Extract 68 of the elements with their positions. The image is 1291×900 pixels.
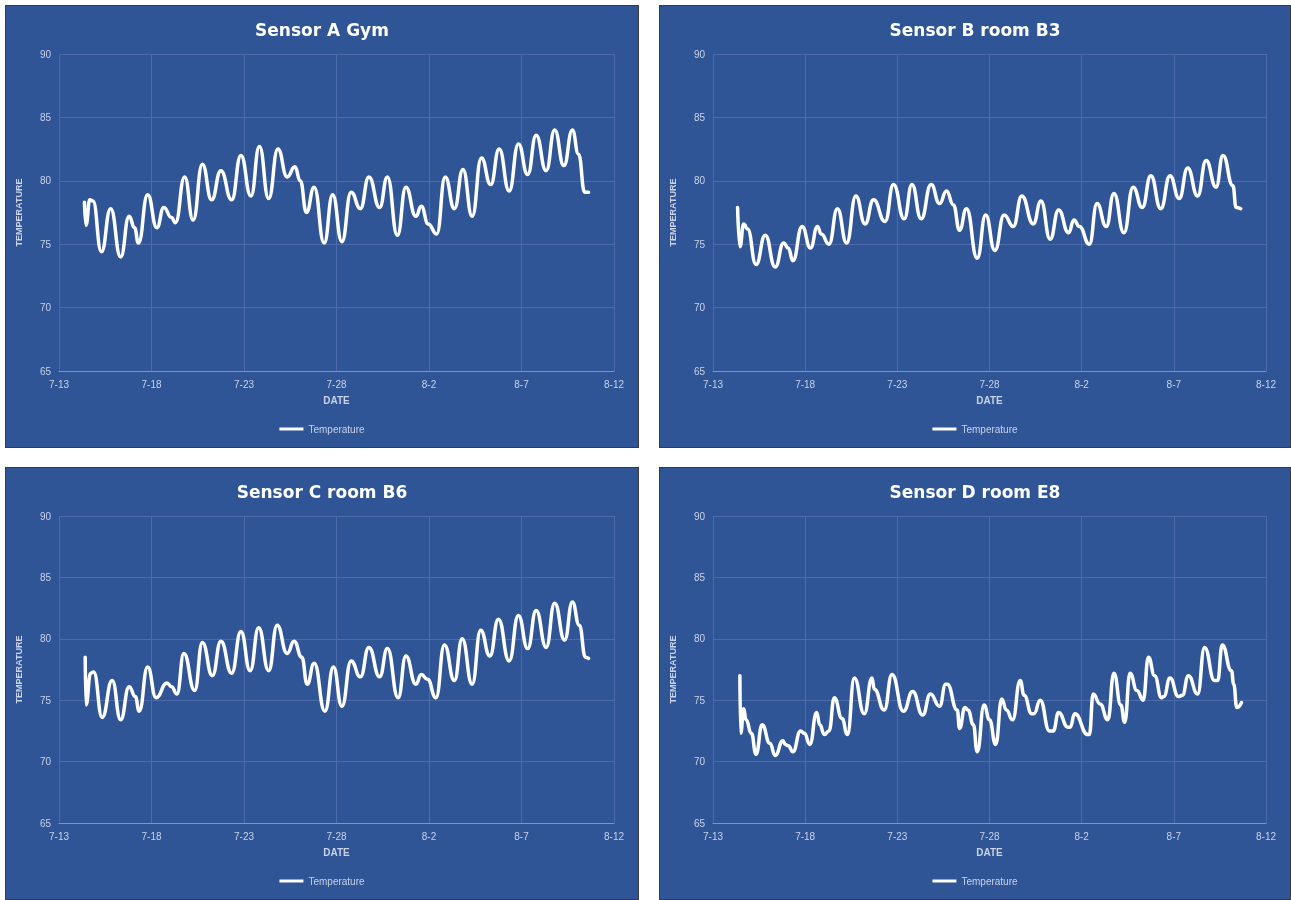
x-tick-label: 7-13 xyxy=(702,830,724,842)
y-tick-label: 90 xyxy=(693,48,706,60)
y-tick-label: 90 xyxy=(39,510,52,522)
y-tick-label: 65 xyxy=(693,365,706,377)
x-tick-label: 7-13 xyxy=(48,378,70,390)
x-tick-label: 7-18 xyxy=(795,830,816,842)
y-axis-title: TEMPERATURE xyxy=(13,178,24,247)
y-tick-label: 75 xyxy=(39,694,52,706)
legend-label: Temperature xyxy=(961,875,1019,887)
x-tick-label: 7-23 xyxy=(233,830,255,842)
y-tick-label: 85 xyxy=(39,111,52,123)
y-tick-label: 90 xyxy=(693,510,706,522)
x-tick-label: 7-28 xyxy=(326,830,347,842)
chart-title: Sensor B room B3 xyxy=(889,19,1061,40)
y-tick-label: 90 xyxy=(39,48,52,60)
legend-label: Temperature xyxy=(308,423,366,435)
x-tick-label: 8-7 xyxy=(1166,378,1182,390)
x-tick-label: 7-23 xyxy=(887,378,908,390)
y-axis-title: TEMPERATURE xyxy=(667,178,678,247)
x-tick-label: 8-2 xyxy=(1074,830,1090,842)
y-tick-label: 65 xyxy=(39,365,52,377)
x-tick-label: 8-2 xyxy=(421,378,437,390)
chart-title: Sensor A Gym xyxy=(255,19,389,40)
x-tick-label: 7-18 xyxy=(141,830,162,842)
x-axis-title: DATE xyxy=(323,394,351,406)
x-tick-label: 8-7 xyxy=(514,378,530,390)
x-tick-label: 8-2 xyxy=(1074,378,1090,390)
x-tick-label: 7-28 xyxy=(979,378,1000,390)
x-axis-title: DATE xyxy=(323,846,351,858)
x-axis-title: DATE xyxy=(976,846,1004,858)
x-tick-label: 8-12 xyxy=(603,830,625,842)
x-tick-label: 7-28 xyxy=(979,830,1000,842)
y-tick-label: 70 xyxy=(39,756,52,768)
x-tick-label: 8-12 xyxy=(1255,378,1277,390)
x-tick-label: 8-7 xyxy=(514,830,530,842)
y-tick-label: 75 xyxy=(693,238,706,250)
y-tick-label: 85 xyxy=(693,571,706,583)
y-tick-label: 80 xyxy=(39,175,52,187)
chart-title: Sensor D room E8 xyxy=(889,481,1061,502)
x-tick-label: 7-23 xyxy=(887,830,908,842)
y-tick-label: 70 xyxy=(693,756,706,768)
y-tick-label: 85 xyxy=(693,111,706,123)
x-tick-label: 7-23 xyxy=(233,378,255,390)
y-tick-label: 65 xyxy=(39,817,52,829)
y-tick-label: 85 xyxy=(39,571,52,583)
x-tick-label: 8-7 xyxy=(1166,830,1182,842)
x-tick-label: 8-12 xyxy=(603,378,625,390)
x-tick-label: 7-13 xyxy=(702,378,724,390)
legend-label: Temperature xyxy=(961,423,1019,435)
x-tick-label: 8-2 xyxy=(421,830,437,842)
x-tick-label: 7-18 xyxy=(795,378,816,390)
legend-label: Temperature xyxy=(308,875,366,887)
y-tick-label: 70 xyxy=(693,302,706,314)
x-tick-label: 7-13 xyxy=(48,830,70,842)
y-tick-label: 75 xyxy=(693,694,706,706)
x-axis-title: DATE xyxy=(976,394,1004,406)
x-tick-label: 7-18 xyxy=(141,378,162,390)
chart-title: Sensor C room B6 xyxy=(236,481,408,502)
y-tick-label: 80 xyxy=(693,633,706,645)
y-tick-label: 80 xyxy=(39,633,52,645)
y-tick-label: 65 xyxy=(693,817,706,829)
y-tick-label: 70 xyxy=(39,302,52,314)
y-axis-title: TEMPERATURE xyxy=(13,635,24,704)
x-tick-label: 8-12 xyxy=(1255,830,1277,842)
y-axis-title: TEMPERATURE xyxy=(667,635,678,704)
y-tick-label: 75 xyxy=(39,238,52,250)
x-tick-label: 7-28 xyxy=(326,378,347,390)
y-tick-label: 80 xyxy=(693,175,706,187)
